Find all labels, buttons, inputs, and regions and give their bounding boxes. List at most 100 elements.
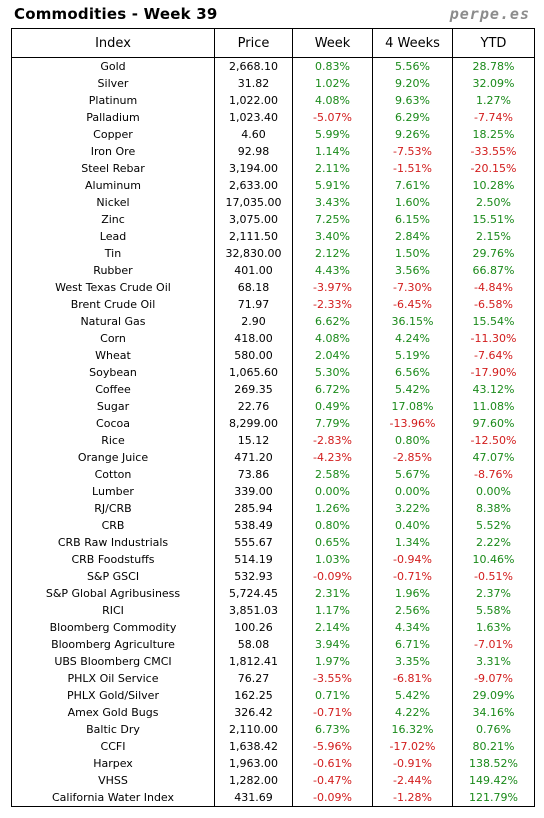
cell-week: 0.80% bbox=[292, 517, 373, 534]
cell-week: -5.96% bbox=[292, 738, 373, 755]
cell-ytd: -6.58% bbox=[452, 296, 535, 313]
cell-index: RICI bbox=[11, 602, 215, 619]
cell-4-weeks: 9.26% bbox=[372, 126, 453, 143]
cell-ytd: -7.01% bbox=[452, 636, 535, 653]
cell-week: 5.99% bbox=[292, 126, 373, 143]
cell-index: Lumber bbox=[11, 483, 215, 500]
cell-ytd: 8.38% bbox=[452, 500, 535, 517]
cell-ytd: -8.76% bbox=[452, 466, 535, 483]
cell-index: Soybean bbox=[11, 364, 215, 381]
cell-ytd: 5.52% bbox=[452, 517, 535, 534]
cell-price: 431.69 bbox=[214, 789, 293, 807]
cell-index: Corn bbox=[11, 330, 215, 347]
cell-week: 2.58% bbox=[292, 466, 373, 483]
cell-price: 418.00 bbox=[214, 330, 293, 347]
cell-week: 1.17% bbox=[292, 602, 373, 619]
header-week: Week bbox=[292, 28, 373, 58]
table-row: Palladium 1,023.40 -5.07% 6.29% -7.74% bbox=[11, 109, 535, 126]
cell-index: Silver bbox=[11, 75, 215, 92]
table-row: RJ/CRB 285.94 1.26% 3.22% 8.38% bbox=[11, 500, 535, 517]
cell-week: 1.26% bbox=[292, 500, 373, 517]
cell-4-weeks: 5.42% bbox=[372, 687, 453, 704]
table-row: CRB Foodstuffs 514.19 1.03% -0.94% 10.46% bbox=[11, 551, 535, 568]
cell-index: Tin bbox=[11, 245, 215, 262]
cell-week: 0.00% bbox=[292, 483, 373, 500]
table-row: CRB 538.49 0.80% 0.40% 5.52% bbox=[11, 517, 535, 534]
cell-price: 555.67 bbox=[214, 534, 293, 551]
cell-week: 7.25% bbox=[292, 211, 373, 228]
table-row: Rubber 401.00 4.43% 3.56% 66.87% bbox=[11, 262, 535, 279]
cell-price: 32,830.00 bbox=[214, 245, 293, 262]
cell-ytd: 138.52% bbox=[452, 755, 535, 772]
cell-4-weeks: -6.45% bbox=[372, 296, 453, 313]
table-row: Aluminum 2,633.00 5.91% 7.61% 10.28% bbox=[11, 177, 535, 194]
cell-week: -5.07% bbox=[292, 109, 373, 126]
cell-week: -0.71% bbox=[292, 704, 373, 721]
cell-ytd: 15.51% bbox=[452, 211, 535, 228]
cell-week: -0.09% bbox=[292, 568, 373, 585]
cell-4-weeks: -13.96% bbox=[372, 415, 453, 432]
cell-ytd: -9.07% bbox=[452, 670, 535, 687]
table-row: Tin 32,830.00 2.12% 1.50% 29.76% bbox=[11, 245, 535, 262]
cell-index: UBS Bloomberg CMCI bbox=[11, 653, 215, 670]
cell-week: 2.12% bbox=[292, 245, 373, 262]
cell-price: 339.00 bbox=[214, 483, 293, 500]
cell-index: RJ/CRB bbox=[11, 500, 215, 517]
cell-price: 15.12 bbox=[214, 432, 293, 449]
brand-watermark: perpe.es bbox=[449, 5, 530, 23]
cell-price: 22.76 bbox=[214, 398, 293, 415]
table-row: Bloomberg Agriculture 58.08 3.94% 6.71% -7.0… bbox=[11, 636, 535, 653]
cell-4-weeks: -7.30% bbox=[372, 279, 453, 296]
cell-4-weeks: -0.91% bbox=[372, 755, 453, 772]
cell-4-weeks: 4.34% bbox=[372, 619, 453, 636]
cell-ytd: 2.15% bbox=[452, 228, 535, 245]
table-row: Orange Juice 471.20 -4.23% -2.85% 47.07% bbox=[11, 449, 535, 466]
cell-week: 0.49% bbox=[292, 398, 373, 415]
header-4-weeks: 4 Weeks bbox=[372, 28, 453, 58]
cell-ytd: 97.60% bbox=[452, 415, 535, 432]
cell-4-weeks: 0.00% bbox=[372, 483, 453, 500]
cell-week: -0.61% bbox=[292, 755, 373, 772]
cell-4-weeks: 1.34% bbox=[372, 534, 453, 551]
cell-week: 1.97% bbox=[292, 653, 373, 670]
cell-index: Iron Ore bbox=[11, 143, 215, 160]
table-row: Coffee 269.35 6.72% 5.42% 43.12% bbox=[11, 381, 535, 398]
cell-4-weeks: 0.80% bbox=[372, 432, 453, 449]
table-row: Brent Crude Oil 71.97 -2.33% -6.45% -6.58% bbox=[11, 296, 535, 313]
cell-price: 8,299.00 bbox=[214, 415, 293, 432]
cell-4-weeks: 4.24% bbox=[372, 330, 453, 347]
cell-ytd: 149.42% bbox=[452, 772, 535, 789]
table-row: Nickel 17,035.00 3.43% 1.60% 2.50% bbox=[11, 194, 535, 211]
cell-index: Natural Gas bbox=[11, 313, 215, 330]
cell-price: 2,633.00 bbox=[214, 177, 293, 194]
cell-price: 538.49 bbox=[214, 517, 293, 534]
cell-week: 0.83% bbox=[292, 57, 373, 75]
cell-ytd: -33.55% bbox=[452, 143, 535, 160]
cell-4-weeks: 5.56% bbox=[372, 57, 453, 75]
cell-index: Bloomberg Commodity bbox=[11, 619, 215, 636]
cell-ytd: 66.87% bbox=[452, 262, 535, 279]
table-row: Baltic Dry 2,110.00 6.73% 16.32% 0.76% bbox=[11, 721, 535, 738]
cell-4-weeks: 9.63% bbox=[372, 92, 453, 109]
header-index: Index bbox=[11, 28, 215, 58]
cell-ytd: -11.30% bbox=[452, 330, 535, 347]
table-row: VHSS 1,282.00 -0.47% -2.44% 149.42% bbox=[11, 772, 535, 789]
table-body: Gold 2,668.10 0.83% 5.56% 28.78% Silver 31.82 1… bbox=[11, 57, 535, 807]
table-row: Lead 2,111.50 3.40% 2.84% 2.15% bbox=[11, 228, 535, 245]
cell-ytd: 29.09% bbox=[452, 687, 535, 704]
cell-ytd: 2.22% bbox=[452, 534, 535, 551]
table-row: Soybean 1,065.60 5.30% 6.56% -17.90% bbox=[11, 364, 535, 381]
header-ytd: YTD bbox=[452, 28, 535, 58]
cell-ytd: 11.08% bbox=[452, 398, 535, 415]
cell-4-weeks: 17.08% bbox=[372, 398, 453, 415]
table-row: Gold 2,668.10 0.83% 5.56% 28.78% bbox=[11, 57, 535, 75]
cell-4-weeks: 6.56% bbox=[372, 364, 453, 381]
cell-ytd: 32.09% bbox=[452, 75, 535, 92]
cell-price: 162.25 bbox=[214, 687, 293, 704]
cell-index: VHSS bbox=[11, 772, 215, 789]
cell-week: 1.14% bbox=[292, 143, 373, 160]
cell-4-weeks: -2.44% bbox=[372, 772, 453, 789]
table-row: UBS Bloomberg CMCI 1,812.41 1.97% 3.35% 3.31… bbox=[11, 653, 535, 670]
cell-ytd: 10.28% bbox=[452, 177, 535, 194]
cell-index: Lead bbox=[11, 228, 215, 245]
